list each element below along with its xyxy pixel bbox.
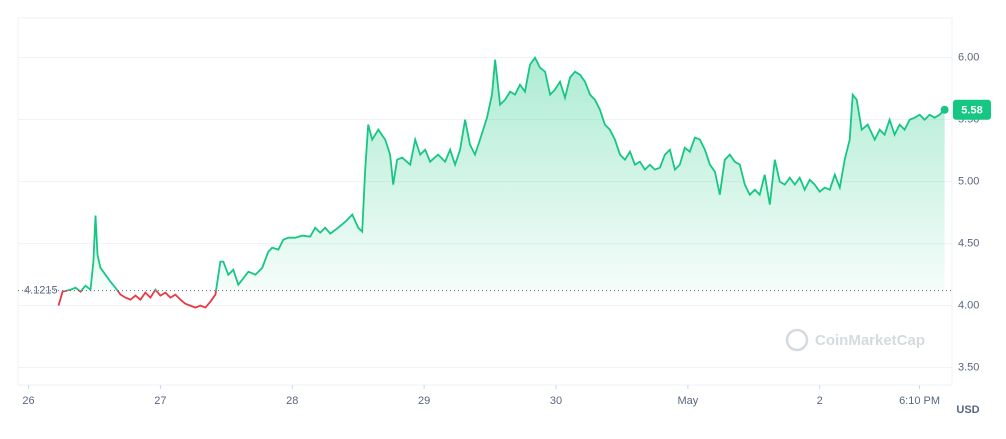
x-tick-label: 26 <box>22 395 34 407</box>
y-tick-label: 5.00 <box>958 176 979 188</box>
price-line-up <box>62 55 946 291</box>
last-point <box>940 105 949 114</box>
price-tag-label: 5.58 <box>961 105 982 117</box>
x-tick-label: May <box>677 395 698 407</box>
price-line-down <box>57 290 217 309</box>
y-tick-label: 3.50 <box>958 362 979 374</box>
unit-label: USD <box>956 404 979 416</box>
watermark: CoinMarketCap <box>785 328 925 352</box>
plot-frame <box>17 17 953 386</box>
x-tick-label: 30 <box>550 395 562 407</box>
price-tag <box>953 99 991 120</box>
y-tick-label: 4.00 <box>958 300 979 312</box>
x-tick-label: 28 <box>286 395 298 407</box>
price-area <box>58 57 945 291</box>
y-tick-label: 4.50 <box>958 238 979 250</box>
x-tick-label: 2 <box>817 395 823 407</box>
x-tick-label: 29 <box>418 395 430 407</box>
y-tick-label: 6.00 <box>958 52 979 64</box>
watermark-text: CoinMarketCap <box>815 332 925 349</box>
reference-label: 4.1215 <box>24 284 58 296</box>
x-tick-label: 27 <box>154 395 166 407</box>
watermark-logo <box>785 328 809 352</box>
x-tick-label: 6:10 PM <box>899 395 940 407</box>
